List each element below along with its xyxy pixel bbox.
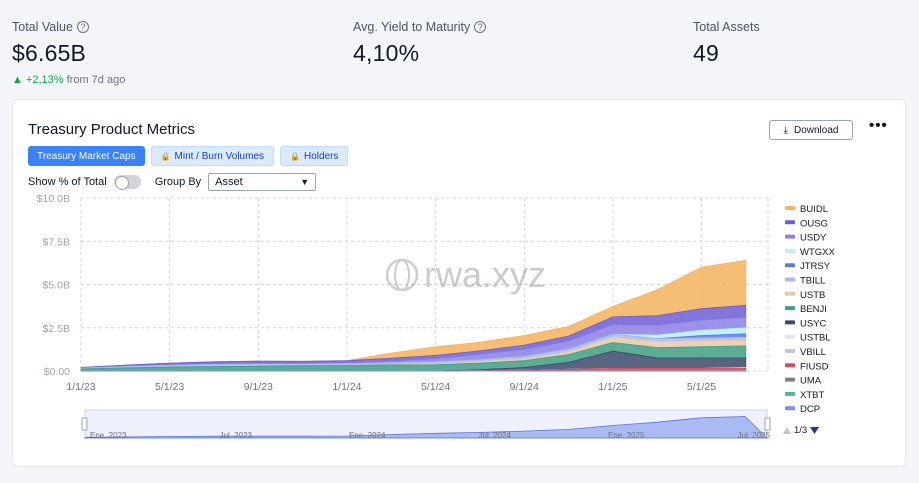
download-icon: ⤓ xyxy=(783,124,788,136)
legend-label-usyc[interactable]: USYC xyxy=(800,318,827,329)
tab-label: Treasury Market Caps xyxy=(37,150,136,162)
navigator-handle-left[interactable] xyxy=(81,417,88,431)
chevron-down-icon: ▼ xyxy=(300,177,310,187)
x-tick-label: 5/1/24 xyxy=(421,381,450,393)
legend-label-fiusd[interactable]: FIUSD xyxy=(800,361,829,372)
lock-icon: 🔒 xyxy=(290,151,300,161)
navigator-tick-label: Jul. 2025 xyxy=(738,431,771,440)
navigator-tick-label: Jul. 2023 xyxy=(220,431,253,440)
legend-label-ustb[interactable]: USTB xyxy=(800,290,825,301)
legend-label-ousg[interactable]: OUSG xyxy=(800,218,828,229)
group-by-label: Group By xyxy=(154,176,202,188)
legend-swatch-fiusd[interactable] xyxy=(785,363,795,368)
legend-swatch-ousg[interactable] xyxy=(785,220,795,225)
stat-label: Avg. Yield to Maturity xyxy=(353,20,471,34)
legend-label-ustbl[interactable]: USTBL xyxy=(800,333,831,344)
legend-label-vbill[interactable]: VBILL xyxy=(800,347,826,358)
legend-label-uma[interactable]: UMA xyxy=(800,376,822,387)
stat-label: Total Value xyxy=(12,20,73,34)
show-percent-toggle[interactable] xyxy=(113,175,141,190)
metric-tabs: Treasury Market Caps 🔒 Mint / Burn Volum… xyxy=(28,146,349,166)
legend-next-icon[interactable] xyxy=(810,427,819,434)
legend-swatch-tbill[interactable] xyxy=(785,277,795,282)
question-circle-icon[interactable]: ? xyxy=(474,21,487,33)
y-tick-label: $7.5B xyxy=(43,236,70,248)
tab-holders[interactable]: 🔒 Holders xyxy=(280,146,349,166)
legend-label-tbill[interactable]: TBILL xyxy=(800,276,825,287)
x-tick-label: 1/1/23 xyxy=(66,381,95,393)
group-by-value: Asset xyxy=(215,176,243,188)
download-label: Download xyxy=(793,124,839,136)
legend-label-dcp[interactable]: DCP xyxy=(800,404,820,415)
watermark-logo xyxy=(385,258,419,292)
stat-avg-yield: Avg. Yield to Maturity ? 4,10% xyxy=(353,20,487,67)
x-tick-label: 5/1/23 xyxy=(155,381,184,393)
tab-label: Holders xyxy=(303,150,339,162)
legend-label-usdy[interactable]: USDY xyxy=(800,233,827,244)
show-percent-label: Show % of Total xyxy=(28,176,107,188)
legend-page-indicator: 1/3 xyxy=(794,425,807,436)
legend-swatch-ustbl[interactable] xyxy=(785,334,795,339)
legend-label-buidl[interactable]: BUIDL xyxy=(800,204,828,215)
stat-value: 49 xyxy=(693,40,719,66)
legend-swatch-ustb[interactable] xyxy=(785,291,795,296)
legend-label-wtgxx[interactable]: WTGXX xyxy=(800,247,835,258)
legend-swatch-buidl[interactable] xyxy=(785,206,795,210)
stat-label: Total Assets xyxy=(693,20,760,34)
legend-swatch-dcp[interactable] xyxy=(785,406,795,411)
stats-bar: Total Value ? $6.65B ▲ +2,13% from 7d ag… xyxy=(0,0,919,95)
navigator-tick-label: Ene. 2024 xyxy=(349,431,386,440)
x-tick-label: 9/1/24 xyxy=(510,381,539,393)
stat-value: $6.65B xyxy=(12,40,87,66)
group-by-select[interactable]: Asset ▼ xyxy=(208,173,317,191)
navigator-tick-label: Ene. 2025 xyxy=(608,431,645,440)
stat-value: 4,10% xyxy=(353,40,420,66)
watermark-text: rwa.xyz xyxy=(424,254,546,295)
legend-label-benji[interactable]: BENJI xyxy=(800,304,827,315)
download-button[interactable]: ⤓ Download xyxy=(769,120,853,140)
more-options-button[interactable]: ••• xyxy=(869,117,888,134)
legend-swatch-usdy[interactable] xyxy=(785,234,795,239)
stat-total-assets: Total Assets 49 xyxy=(693,20,760,67)
question-circle-icon[interactable]: ? xyxy=(76,21,89,33)
legend-swatch-jtrsy[interactable] xyxy=(785,263,795,268)
navigator-tick-label: Jul. 2024 xyxy=(479,431,512,440)
legend-label-jtrsy[interactable]: JTRSY xyxy=(800,261,831,272)
chart-controls: Show % of Total Group By Asset ▼ xyxy=(28,173,317,191)
tab-treasury-market-caps[interactable]: Treasury Market Caps xyxy=(28,146,145,166)
treasury-metrics-card: Treasury Product Metrics ⤓ Download ••• … xyxy=(12,99,906,467)
legend-swatch-vbill[interactable] xyxy=(785,349,795,353)
legend-swatch-xtbt[interactable] xyxy=(785,391,795,396)
y-tick-label: $2.5B xyxy=(43,323,70,335)
lock-icon: 🔒 xyxy=(160,151,171,161)
x-tick-label: 9/1/23 xyxy=(244,381,273,393)
change-suffix: from 7d ago xyxy=(66,74,126,86)
navigator-handle-right[interactable] xyxy=(764,417,771,431)
change-value: ▲ +2,13% xyxy=(12,74,64,86)
legend-swatch-uma[interactable] xyxy=(785,377,795,382)
card-title: Treasury Product Metrics xyxy=(28,121,195,138)
legend-swatch-wtgxx[interactable] xyxy=(785,248,795,253)
x-tick-label: 1/1/25 xyxy=(598,381,627,393)
tab-mint-burn-volumes[interactable]: 🔒 Mint / Burn Volumes xyxy=(150,146,274,166)
navigator-tick-label: Ene. 2023 xyxy=(90,431,127,440)
legend-swatch-benji[interactable] xyxy=(785,306,795,311)
stat-total-value: Total Value ? $6.65B ▲ +2,13% from 7d ag… xyxy=(12,20,125,86)
navigator-area xyxy=(84,416,768,439)
legend-label-xtbt[interactable]: XTBT xyxy=(800,390,824,401)
legend-swatch-usyc[interactable] xyxy=(785,320,795,325)
y-tick-label: $10.0B xyxy=(37,193,70,205)
tab-label: Mint / Burn Volumes xyxy=(174,150,264,162)
x-tick-label: 1/1/24 xyxy=(332,381,361,393)
stat-change: ▲ +2,13% from 7d ago xyxy=(12,74,125,86)
legend-prev-icon[interactable] xyxy=(783,427,791,434)
x-tick-label: 5/1/25 xyxy=(687,381,716,393)
y-tick-label: $0.00 xyxy=(44,366,70,378)
y-tick-label: $5.0B xyxy=(43,280,70,292)
